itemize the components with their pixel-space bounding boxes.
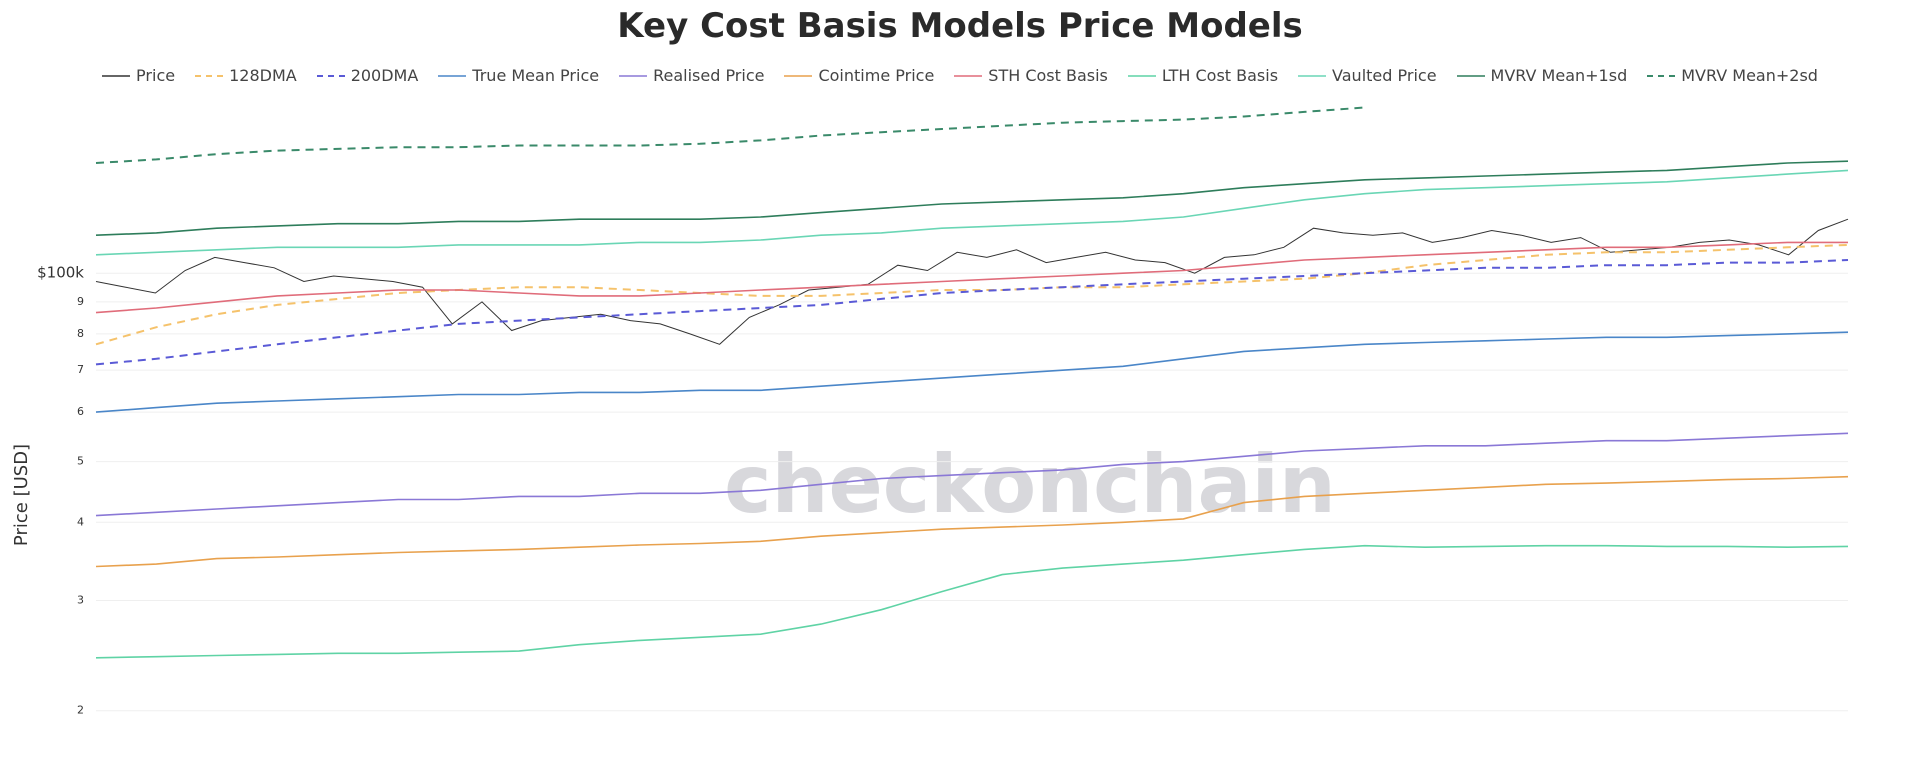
y-tick-label: 9 [77,295,84,308]
y-tick-label: 5 [77,455,84,468]
legend-item[interactable]: MVRV Mean+1sd [1456,66,1628,85]
series-line [95,432,1849,517]
series-line [95,544,1849,659]
chart-title: Key Cost Basis Models Price Models [617,6,1303,46]
legend-label: MVRV Mean+1sd [1490,66,1628,85]
legend-label: 128DMA [229,66,297,85]
legend-label: Price [136,66,176,85]
legend-swatch [1647,74,1676,77]
series-line [95,259,1849,366]
legend-label: Realised Price [653,66,765,85]
legend-swatch [1127,74,1156,77]
legend-item[interactable]: LTH Cost Basis [1127,66,1279,85]
series-line [95,218,1849,345]
legend-item[interactable]: True Mean Price [438,66,599,85]
legend-label: STH Cost Basis [988,66,1108,85]
y-tick-label: 6 [77,405,84,418]
series-line [95,160,1849,236]
y-tick-label: 8 [77,327,84,340]
legend-item[interactable]: STH Cost Basis [954,66,1108,85]
legend-swatch [316,74,345,77]
series-line [95,475,1849,568]
y-tick-label: 7 [77,363,84,376]
legend: Price 128DMA 200DMA True Mean Price Realised… [0,66,1920,85]
legend-item[interactable]: 200DMA [316,66,419,85]
y-tick-label: 4 [77,515,84,528]
legend-item[interactable]: MVRV Mean+2sd [1647,66,1818,85]
series-line [95,331,1849,413]
y-axis-title: Price [USD] [11,444,32,546]
legend-label: 200DMA [350,66,419,85]
y-tick-label: $100k [37,264,84,282]
legend-label: MVRV Mean+2sd [1681,66,1818,85]
legend-item[interactable]: Realised Price [619,66,764,85]
legend-item[interactable]: Price [102,66,175,85]
legend-swatch [195,74,224,77]
legend-swatch [784,74,813,77]
legend-label: True Mean Price [472,66,600,85]
legend-swatch [1298,74,1327,77]
legend-item[interactable]: 128DMA [195,66,297,85]
y-tick-label: 3 [77,593,84,606]
legend-swatch [954,74,983,77]
series-line [95,243,1849,346]
legend-item[interactable]: Cointime Price [784,66,934,85]
series-line [95,169,1849,256]
legend-item[interactable]: Vaulted Price [1298,66,1437,85]
legend-swatch [1456,74,1485,77]
y-tick-label: 2 [77,704,84,717]
legend-label: LTH Cost Basis [1161,66,1279,85]
series-line [95,241,1848,314]
series-line [95,106,1365,164]
legend-swatch [102,74,131,77]
legend-swatch [438,74,467,77]
legend-label: Vaulted Price [1332,66,1437,85]
legend-label: Cointime Price [818,66,935,85]
legend-swatch [619,74,648,77]
